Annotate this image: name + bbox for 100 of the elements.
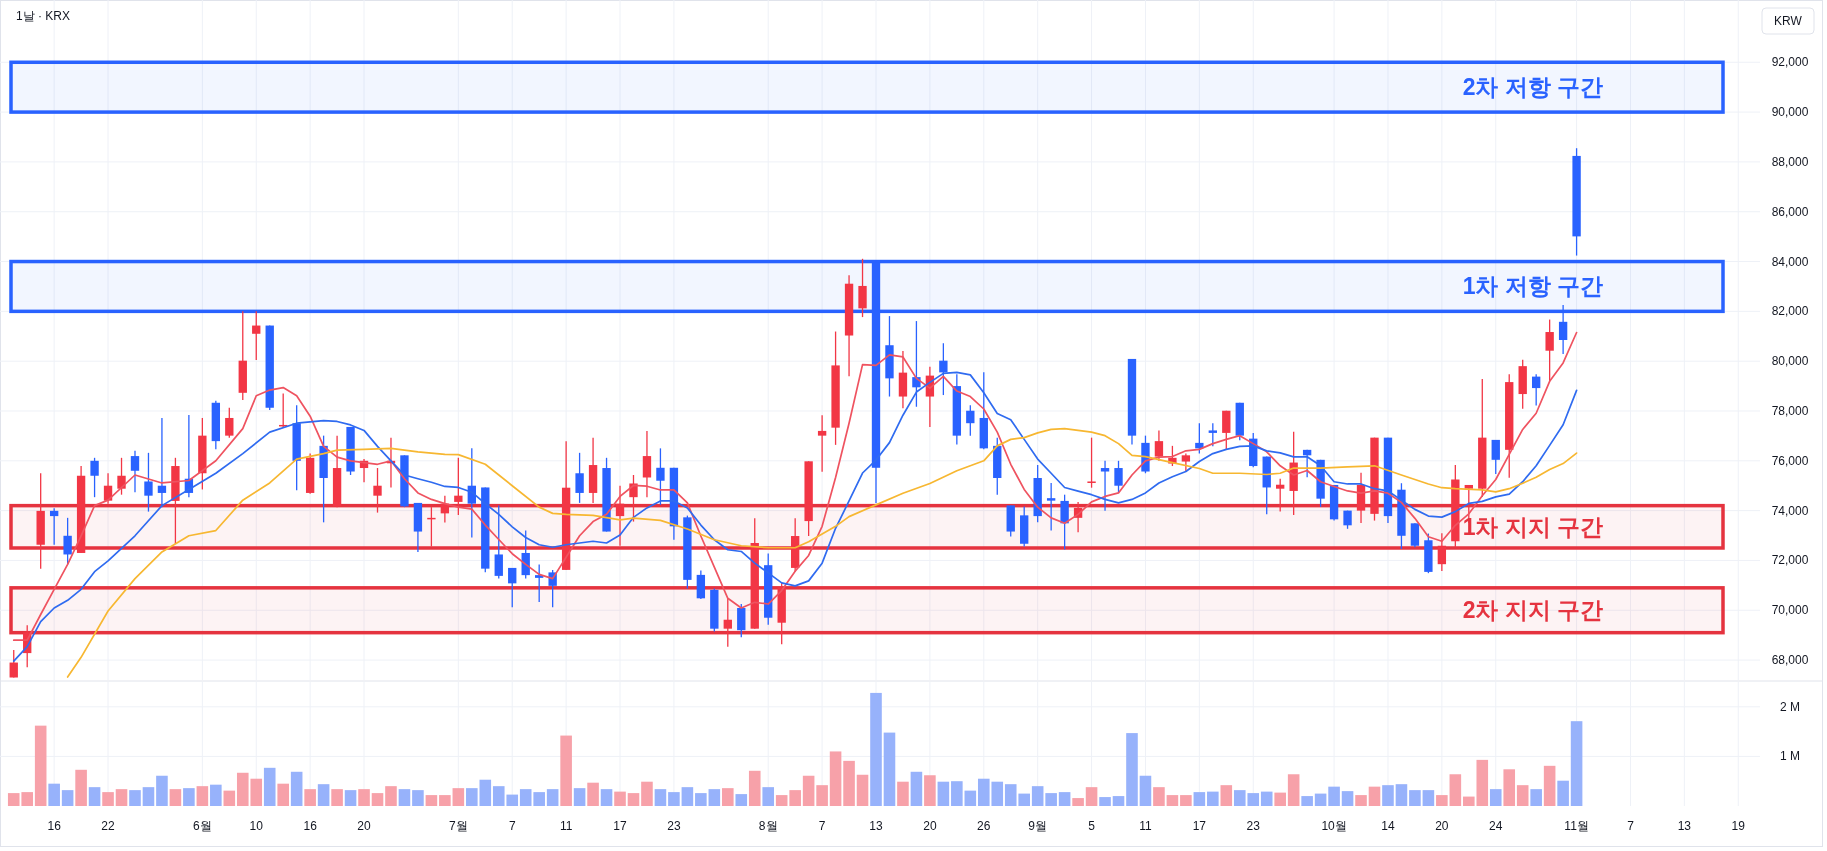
bar [762,787,775,806]
x-tick-label: 20 [1435,819,1449,833]
bar [48,783,60,806]
candlestick [157,417,167,508]
candlestick [858,258,867,318]
x-tick-label: 11 [559,819,573,833]
bar [1260,791,1273,806]
bar [735,794,748,806]
bar [668,792,680,806]
bar [1058,792,1071,806]
x-tick-label: 10 [249,819,264,833]
y-tick-label: 84,000 [1771,254,1809,269]
candlestick [144,452,153,513]
bar [748,770,761,806]
x-tick-label: 17 [613,819,628,833]
x-tick-label: 24 [1489,819,1503,833]
bar [695,793,707,806]
bar [1422,790,1435,806]
band-label: 1차 저항 구간 [1462,273,1604,300]
bar [317,784,330,806]
candlestick [1087,436,1096,489]
candlestick [629,474,638,523]
candlestick [696,569,706,600]
band-label: 1차 지지 구간 [1462,513,1604,540]
bar [1503,769,1516,806]
candlestick [898,350,908,409]
bar [156,775,168,806]
bar [897,781,909,806]
candlestick [1558,304,1568,355]
y-tick-label: 68,000 [1771,653,1809,668]
x-tick-label: 7 [1627,819,1635,833]
bar [1557,780,1569,806]
bar [1287,774,1300,806]
candlestick [1046,482,1056,532]
bar [816,785,828,806]
bar [856,774,869,806]
x-tick-label: 11 [1139,819,1153,833]
bar [169,789,182,806]
y-tick-label: 90,000 [1771,105,1809,120]
bar [102,792,114,806]
candlestick [1208,422,1217,448]
candlestick [9,649,18,679]
bar [263,767,276,806]
x-tick-label: 13 [1677,819,1692,833]
candlestick [575,452,584,504]
candlestick [642,430,652,498]
x-tick-label: 7 [818,819,826,833]
bar [1099,797,1111,806]
bar [1180,795,1192,806]
bar [398,789,411,806]
bar [1139,775,1152,806]
y-tick-label: 80,000 [1771,354,1809,369]
y-tick-label: 88,000 [1771,154,1809,169]
bar [129,790,141,806]
bar [775,795,788,806]
bar [843,760,855,806]
band-label: 2차 지지 구간 [1462,597,1604,624]
bar [910,771,923,806]
bar [1031,786,1044,806]
candlestick [454,457,463,516]
x-tick-label: 26 [977,819,991,833]
bar [627,793,640,806]
candlestick [90,457,99,498]
bar [1328,786,1340,806]
candlestick [508,567,517,608]
bar [870,692,882,806]
bar [371,793,384,806]
candlestick [494,504,503,580]
candlestick [1114,460,1123,494]
candlestick [63,517,72,566]
bar [1314,793,1327,806]
bar [1274,792,1286,806]
bar [587,782,599,806]
candlestick [373,467,382,514]
x-tick-label: 8월 [758,819,778,833]
candlestick [1545,318,1554,382]
x-tick-label: 23 [1246,819,1261,833]
bar [385,786,397,806]
bar [883,732,896,806]
bar [331,789,343,806]
x-tick-label: 20 [923,819,937,833]
candlestick [130,450,140,493]
bar [641,781,653,806]
candlestick [117,457,126,496]
y-axis-title: KRW [1774,14,1803,28]
bar [802,775,815,806]
x-tick-label: 7 [508,819,516,833]
y-tick-label: 74,000 [1771,503,1809,518]
bar [1543,765,1556,806]
x-tick-label: 16 [303,819,318,833]
x-tick-label: 7월 [449,819,468,833]
candlestick [535,563,544,603]
x-tick-label: 6월 [193,819,212,833]
bar [1382,785,1394,806]
candlestick [49,507,59,546]
bar [1085,787,1098,806]
candlestick [1195,422,1204,455]
bar [115,789,128,806]
bar [1341,791,1354,806]
bar [546,789,559,806]
